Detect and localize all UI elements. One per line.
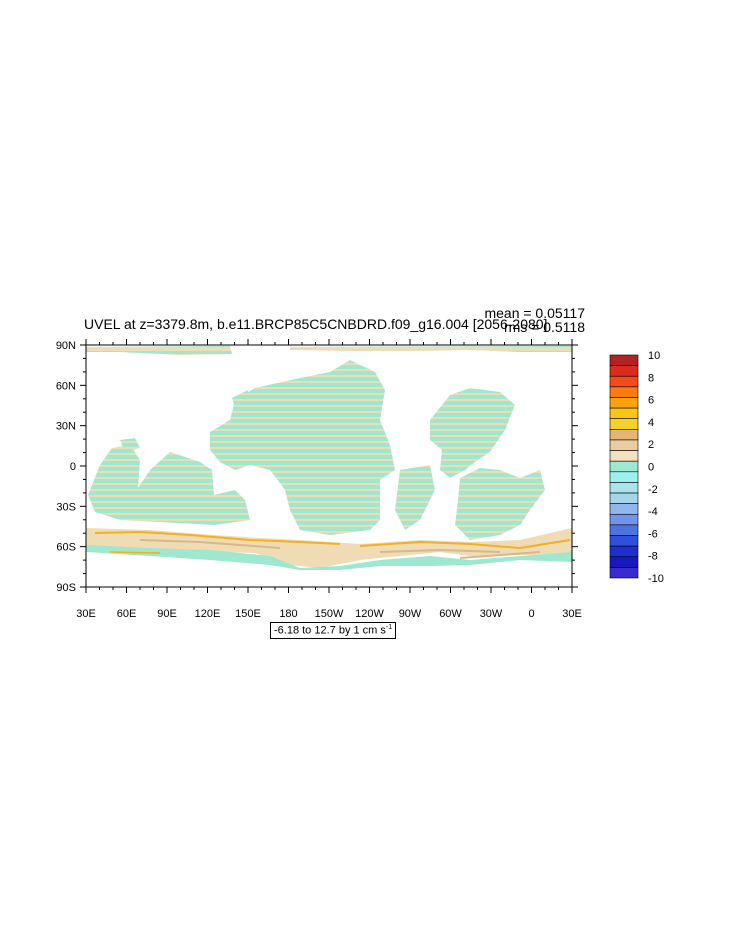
lon-label: 60E xyxy=(117,608,137,620)
colorbar-swatch xyxy=(609,365,639,377)
colorbar-swatch xyxy=(609,567,639,579)
colorbar-swatch xyxy=(609,482,639,494)
acc-brown-streak xyxy=(139,539,281,549)
colorbar-label: 10 xyxy=(648,350,660,362)
colorbar-swatch xyxy=(609,535,639,547)
south-atlantic-region xyxy=(455,468,545,540)
acc-current-streak xyxy=(359,539,571,550)
lat-label: 90S xyxy=(56,582,76,594)
lon-label: 60W xyxy=(439,608,462,620)
rms-stat: rms = 0.5118 xyxy=(503,319,585,335)
colorbar-label: 8 xyxy=(648,372,654,384)
pacific-ocean-region xyxy=(210,360,395,535)
colorbar-label: -6 xyxy=(648,528,658,540)
lat-label: 60S xyxy=(56,542,76,554)
arctic-ocean-region-east xyxy=(290,346,572,352)
colorbar-label: 0 xyxy=(648,462,654,474)
lat-labels: 90N 60N 30N 0 30S 60S 90S xyxy=(56,340,76,594)
lon-label: 120W xyxy=(355,608,384,620)
lon-labels: 30E 60E 90E 120E 150E 180 150W 120W 90W 60W 30W 0 30… xyxy=(76,608,582,620)
north-atlantic-region xyxy=(430,388,515,478)
colorbar-label: -4 xyxy=(648,506,658,518)
colorbar-swatch xyxy=(609,471,639,483)
colorbar-label: -8 xyxy=(648,551,658,563)
ocean-field xyxy=(86,346,572,570)
colorbar-swatch xyxy=(609,386,639,398)
colorbar-label: -2 xyxy=(648,484,658,496)
colorbar-swatch xyxy=(609,556,639,568)
range-label: -6.18 to 12.7 by 1 cm s-1 xyxy=(270,622,397,639)
colorbar-swatch xyxy=(609,439,639,451)
lon-label: 30E xyxy=(76,608,96,620)
central-atlantic-region xyxy=(395,465,435,530)
lon-label: 30E xyxy=(562,608,582,620)
colorbar-label: -10 xyxy=(648,573,664,585)
lon-label: 0 xyxy=(528,608,534,620)
map-ticks xyxy=(80,339,578,593)
west-pacific-region xyxy=(232,390,250,418)
southern-ocean-teal-band xyxy=(86,545,572,570)
lat-label: 0 xyxy=(70,461,76,473)
lon-label: 150W xyxy=(315,608,344,620)
arctic-ocean-region xyxy=(86,346,232,355)
lon-label: 30W xyxy=(480,608,503,620)
indian-ocean-region xyxy=(88,445,250,525)
colorbar-swatch xyxy=(609,418,639,430)
acc-current-streak xyxy=(109,551,161,554)
colorbar-swatch xyxy=(609,450,639,462)
colorbar-label: 4 xyxy=(648,417,654,429)
range-unit-exponent: -1 xyxy=(385,624,393,631)
colorbar-swatch xyxy=(609,503,639,515)
colorbar-swatch xyxy=(609,460,639,473)
colorbar-swatch xyxy=(609,513,639,526)
colorbar-swatch xyxy=(609,429,639,441)
colorbar-swatch xyxy=(609,397,639,409)
lon-label: 120E xyxy=(195,608,221,620)
colorbar-swatch xyxy=(609,375,639,388)
colorbar-swatch xyxy=(609,545,639,558)
lon-label: 90E xyxy=(157,608,177,620)
north-indian-region xyxy=(120,438,140,452)
lon-label: 150E xyxy=(235,608,261,620)
colorbar-swatch xyxy=(609,407,639,420)
colorbar-swatch xyxy=(609,354,639,366)
lat-label: 90N xyxy=(56,340,76,352)
lat-label: 60N xyxy=(56,380,76,392)
lon-label: 90W xyxy=(399,608,422,620)
lon-label: 180 xyxy=(279,608,297,620)
colorbar-label: 2 xyxy=(648,439,654,451)
range-text: -6.18 to 12.7 by 1 cm s xyxy=(274,624,386,637)
colorbar-label: 6 xyxy=(648,395,654,407)
lat-label: 30N xyxy=(56,421,76,433)
acc-brown-streak xyxy=(379,548,501,553)
colorbar-swatch xyxy=(609,492,639,504)
plot-title: UVEL at z=3379.8m, b.e11.BRCP85C5CNBDRD.… xyxy=(84,316,548,332)
colorbar-swatch xyxy=(609,524,639,536)
acc-current-streak xyxy=(94,530,341,545)
southern-ocean-region xyxy=(86,528,572,568)
mean-stat: mean = 0.05117 xyxy=(484,305,585,321)
colorbar: 10 8 6 4 2 0 -2 -4 -6 -8 -10 xyxy=(609,350,664,585)
lat-label: 30S xyxy=(56,501,76,513)
acc-brown-streak xyxy=(459,551,541,559)
